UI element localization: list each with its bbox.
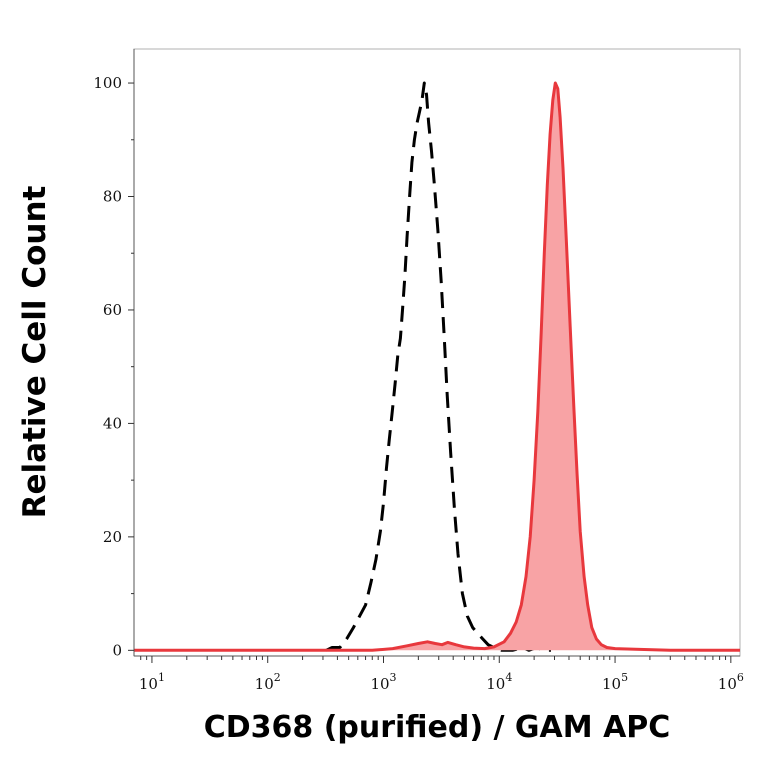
y-tick-label: 60 <box>103 301 122 319</box>
plot-frame <box>133 48 741 657</box>
series-0-line <box>325 81 551 652</box>
x-tick-label: 106 <box>718 671 744 693</box>
y-tick-label: 40 <box>103 414 122 432</box>
axes-layer: 0 20 40 60 80 100 101 102 103 104 105 106 <box>93 49 744 693</box>
y-tick-label: 100 <box>93 74 122 92</box>
y-tick-label: 0 <box>112 641 122 659</box>
series-1-line <box>134 81 740 652</box>
x-axis-title: CD368 (purified) / GAM APC <box>204 710 671 745</box>
series-layer <box>134 81 740 652</box>
y-axis-title: Relative Cell Count <box>17 185 53 518</box>
y-tick-label: 20 <box>103 528 122 546</box>
y-tick-label: 80 <box>103 187 122 205</box>
series-1-area <box>134 83 740 651</box>
x-tick-label: 103 <box>370 671 396 693</box>
x-tick-label: 104 <box>486 671 512 693</box>
x-tick-label: 102 <box>255 671 281 693</box>
x-tick-label: 101 <box>139 671 165 693</box>
x-tick-label: 105 <box>602 671 628 693</box>
